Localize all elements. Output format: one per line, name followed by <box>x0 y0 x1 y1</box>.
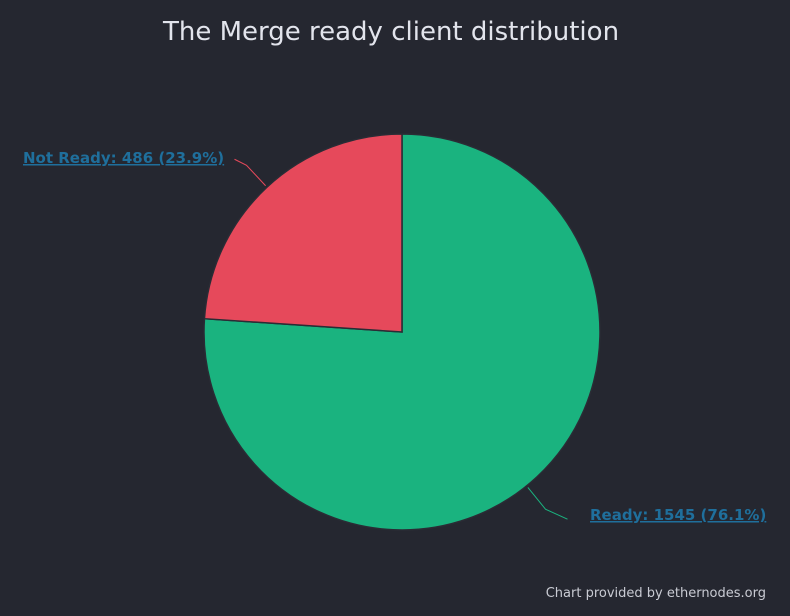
slice-label-not-ready[interactable]: Not Ready: 486 (23.9%) <box>23 149 224 167</box>
chart-title: The Merge ready client distribution <box>162 17 619 47</box>
pie-slice-not-ready[interactable] <box>203 133 403 333</box>
credit-link[interactable]: Chart provided by ethernodes.org <box>546 586 766 601</box>
connector-ready <box>527 487 568 520</box>
slice-label-ready[interactable]: Ready: 1545 (76.1%) <box>590 506 766 524</box>
pie-slice-ready[interactable] <box>203 133 601 531</box>
pie-slices <box>203 133 601 531</box>
connector-not-ready <box>234 158 266 187</box>
label-connectors <box>234 158 568 520</box>
